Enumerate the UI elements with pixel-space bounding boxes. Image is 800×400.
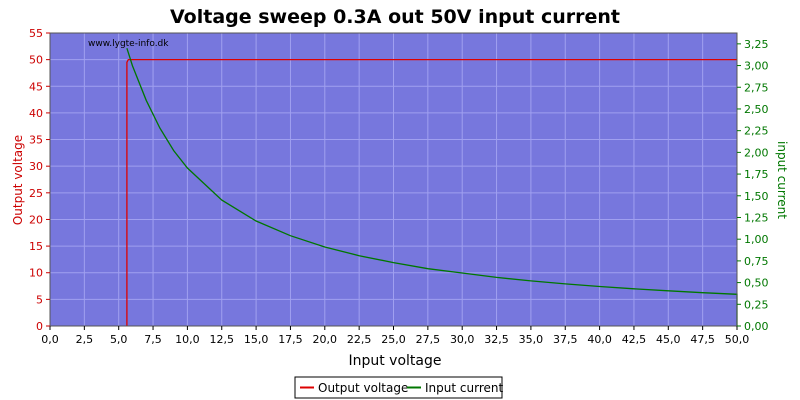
left-tick-label: 25 (29, 187, 43, 200)
right-tick-label: 0,75 (744, 255, 769, 268)
right-tick-label: 2,00 (744, 146, 769, 159)
left-tick-label: 10 (29, 267, 43, 280)
left-tick-label: 35 (29, 134, 43, 147)
x-tick-label: 15,0 (244, 333, 269, 346)
chart-title: Voltage sweep 0.3A out 50V input current (170, 6, 620, 28)
left-axis-ticks: 0 5 10 15 20 25 30 35 40 45 50 55 (29, 27, 50, 333)
x-tick-label: 20,0 (313, 333, 338, 346)
right-tick-label: 1,75 (744, 168, 769, 181)
x-tick-label: 42,5 (622, 333, 647, 346)
right-tick-label: 1,25 (744, 211, 769, 224)
right-tick-label: 0,50 (744, 277, 769, 290)
x-tick-label: 27,5 (416, 333, 441, 346)
x-tick-label: 12,5 (210, 333, 235, 346)
x-tick-label: 45,0 (656, 333, 681, 346)
left-tick-label: 0 (36, 320, 43, 333)
series-layer (126, 48, 738, 326)
right-tick-label: 1,00 (744, 233, 769, 246)
legend-label-input-current: Input current (425, 381, 503, 395)
right-tick-label: 2,75 (744, 81, 769, 94)
x-tick-label: 2,5 (76, 333, 94, 346)
legend: Output voltage Input current (294, 376, 503, 399)
left-tick-label: 40 (29, 107, 43, 120)
x-tick-label: 32,5 (484, 333, 509, 346)
x-axis-ticks: 0,0 2,5 5,0 7,5 10,0 12,5 15,0 17,5 20,0 22,5 25,0… (41, 326, 749, 346)
x-tick-label: 22,5 (347, 333, 372, 346)
x-tick-label: 37,5 (553, 333, 578, 346)
right-tick-label: 3,00 (744, 60, 769, 73)
legend-label-output-voltage: Output voltage (318, 381, 408, 395)
x-tick-label: 17,5 (278, 333, 303, 346)
right-tick-label: 0,00 (744, 320, 769, 333)
left-tick-label: 15 (29, 240, 43, 253)
x-tick-label: 0,0 (41, 333, 59, 346)
left-tick-label: 50 (29, 54, 43, 67)
right-tick-label: 0,25 (744, 298, 769, 311)
x-tick-label: 35,0 (519, 333, 544, 346)
x-axis-title: Input voltage (348, 353, 441, 369)
right-axis-title: input current (775, 141, 789, 219)
left-tick-label: 30 (29, 160, 43, 173)
left-tick-label: 45 (29, 80, 43, 93)
right-tick-label: 2,25 (744, 125, 769, 138)
x-tick-label: 40,0 (587, 333, 612, 346)
grid-lines (49, 32, 738, 327)
x-tick-label: 50,0 (725, 333, 750, 346)
right-axis-ticks: 0,00 0,25 0,50 0,75 1,00 1,25 1,50 1,75 2,00 2,25… (737, 38, 769, 333)
left-tick-label: 20 (29, 213, 43, 226)
right-tick-label: 2,50 (744, 103, 769, 116)
x-tick-label: 10,0 (175, 333, 200, 346)
x-tick-label: 47,5 (690, 333, 715, 346)
x-tick-label: 5,0 (110, 333, 128, 346)
series-line-output-voltage (126, 58, 737, 326)
right-tick-label: 3,25 (744, 38, 769, 51)
x-tick-label: 25,0 (381, 333, 406, 346)
x-tick-label: 30,0 (450, 333, 475, 346)
x-tick-label: 7,5 (144, 333, 162, 346)
legend-box (294, 376, 503, 399)
left-tick-label: 55 (29, 27, 43, 40)
watermark: www.lygte-info.dk (88, 39, 169, 49)
left-axis-title: Output voltage (11, 135, 25, 225)
right-tick-label: 1,50 (744, 190, 769, 203)
left-tick-label: 5 (36, 293, 43, 306)
series-line-input-current (126, 48, 738, 326)
